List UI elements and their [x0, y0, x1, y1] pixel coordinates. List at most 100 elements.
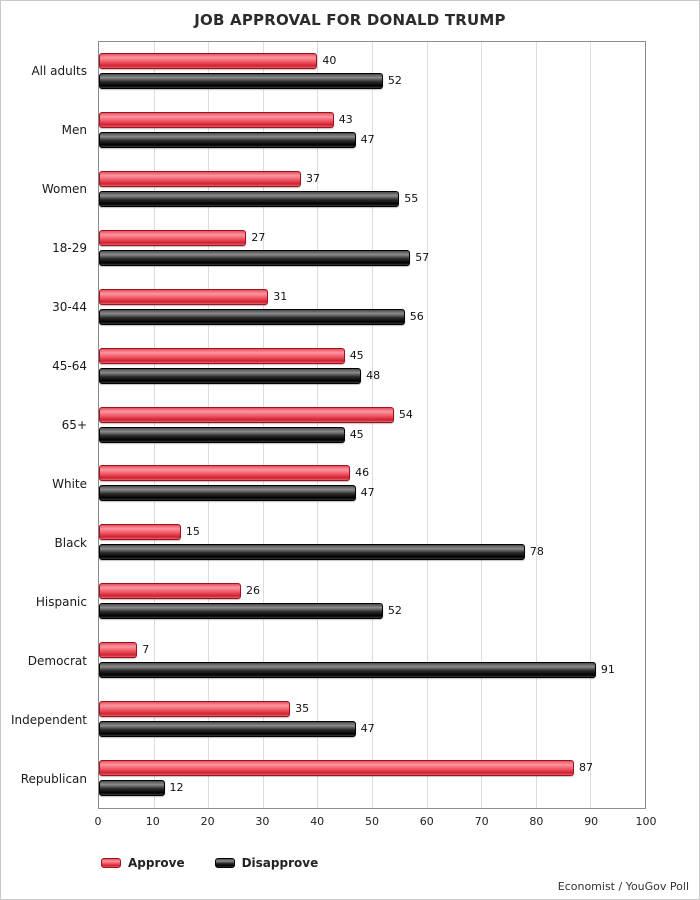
bar-disapprove	[99, 603, 383, 620]
value-label: 47	[360, 486, 375, 500]
bar-approve	[99, 288, 269, 305]
gridline	[262, 42, 264, 808]
chart-title: JOB APPROVAL FOR DONALD TRUMP	[194, 11, 506, 29]
value-label: 37	[306, 171, 321, 185]
value-label: 52	[387, 74, 402, 87]
value-label: 43	[338, 112, 353, 126]
bar-group: 31 56	[99, 278, 645, 337]
gridline	[590, 42, 592, 808]
bar-group: 7 91	[99, 631, 645, 690]
value-label: 27	[251, 230, 266, 244]
value-label: 40	[322, 54, 337, 67]
x-tick-label: 100	[635, 815, 657, 828]
bar-disapprove	[99, 721, 356, 738]
category-label: Independent	[10, 713, 87, 728]
bar-group: 27 57	[99, 219, 645, 278]
category-label: 18-29	[52, 240, 87, 255]
value-label: 31	[273, 289, 288, 303]
category-label: 30-44	[52, 299, 87, 314]
category-label: Black	[54, 536, 87, 551]
value-label: 26	[245, 584, 260, 598]
x-tick-label: 30	[255, 815, 270, 828]
value-label: 56	[409, 309, 424, 323]
value-label: 47	[360, 132, 375, 146]
bar-group: 40 52	[99, 42, 645, 101]
plot-area: 40 52 43 47 37 55 27 57 31 56 45 48 54 45 46 47 15 78 26 52…	[98, 41, 646, 809]
gridline	[426, 42, 428, 808]
legend-item-approve: Approve	[101, 856, 185, 870]
x-tick-label: 0	[94, 815, 102, 828]
category-label: Hispanic	[35, 595, 87, 610]
bar-approve	[99, 642, 138, 659]
bar-approve	[99, 583, 241, 600]
gridline	[317, 42, 319, 808]
value-label: 45	[349, 348, 364, 362]
category-label: 65+	[61, 417, 87, 432]
bar-group: 35 47	[99, 690, 645, 749]
bar-group: 37 55	[99, 160, 645, 219]
category-label: Women	[41, 181, 87, 196]
value-label: 35	[295, 702, 310, 716]
bar-approve	[99, 229, 247, 246]
legend-label-disapprove: Disapprove	[241, 856, 319, 870]
category-label: Republican	[20, 772, 87, 787]
bar-group: 26 52	[99, 572, 645, 631]
value-label: 47	[360, 722, 375, 736]
bar-group: 15 78	[99, 513, 645, 572]
bar-disapprove	[99, 73, 383, 89]
x-tick-label: 50	[365, 815, 379, 828]
x-tick-label: 20	[200, 815, 215, 828]
value-label: 87	[579, 761, 594, 775]
bar-group: 43 47	[99, 101, 645, 160]
value-label: 45	[349, 427, 364, 441]
bar-approve	[99, 347, 345, 364]
bar-disapprove	[99, 131, 356, 148]
bar-approve	[99, 406, 394, 423]
bar-approve	[99, 524, 181, 541]
legend-item-disapprove: Disapprove	[214, 856, 319, 870]
x-tick-label: 40	[310, 815, 325, 828]
value-label: 48	[366, 368, 381, 382]
bar-disapprove	[99, 426, 345, 443]
gridline	[535, 42, 537, 808]
bar-disapprove	[99, 662, 596, 679]
gridline	[481, 42, 483, 808]
bar-group: 45 48	[99, 337, 645, 396]
bar-disapprove	[99, 780, 165, 797]
bar-group: 46 47	[99, 454, 645, 513]
x-tick-label: 70	[474, 815, 489, 828]
value-label: 57	[415, 250, 430, 264]
x-tick-label: 80	[529, 815, 544, 828]
gridline	[153, 42, 155, 808]
x-tick-label: 90	[584, 815, 599, 828]
legend: Approve Disapprove	[101, 856, 318, 870]
category-label: Democrat	[27, 654, 87, 669]
bar-approve	[99, 53, 318, 69]
bar-disapprove	[99, 485, 356, 502]
bar-approve	[99, 170, 302, 187]
bar-approve	[99, 465, 351, 482]
value-label: 55	[404, 191, 419, 205]
value-label: 46	[355, 466, 370, 480]
category-label: All adults	[31, 63, 87, 78]
gridline	[208, 42, 210, 808]
bar-group: 87 12	[99, 749, 645, 808]
value-label: 12	[169, 781, 184, 795]
approve-swatch-icon	[101, 858, 121, 868]
value-label: 52	[387, 604, 402, 618]
bar-disapprove	[99, 544, 525, 561]
x-tick-label: 60	[419, 815, 434, 828]
bar-approve	[99, 111, 334, 128]
value-label: 91	[600, 663, 615, 677]
category-label: White	[52, 477, 87, 492]
bar-approve	[99, 701, 291, 718]
value-label: 7	[142, 643, 150, 657]
source-attribution: Economist / YouGov Poll	[557, 880, 689, 893]
bar-disapprove	[99, 308, 405, 325]
value-label: 78	[529, 545, 544, 559]
bar-group: 54 45	[99, 396, 645, 455]
bar-approve	[99, 760, 575, 777]
disapprove-swatch-icon	[214, 858, 235, 868]
bar-disapprove	[99, 249, 411, 266]
